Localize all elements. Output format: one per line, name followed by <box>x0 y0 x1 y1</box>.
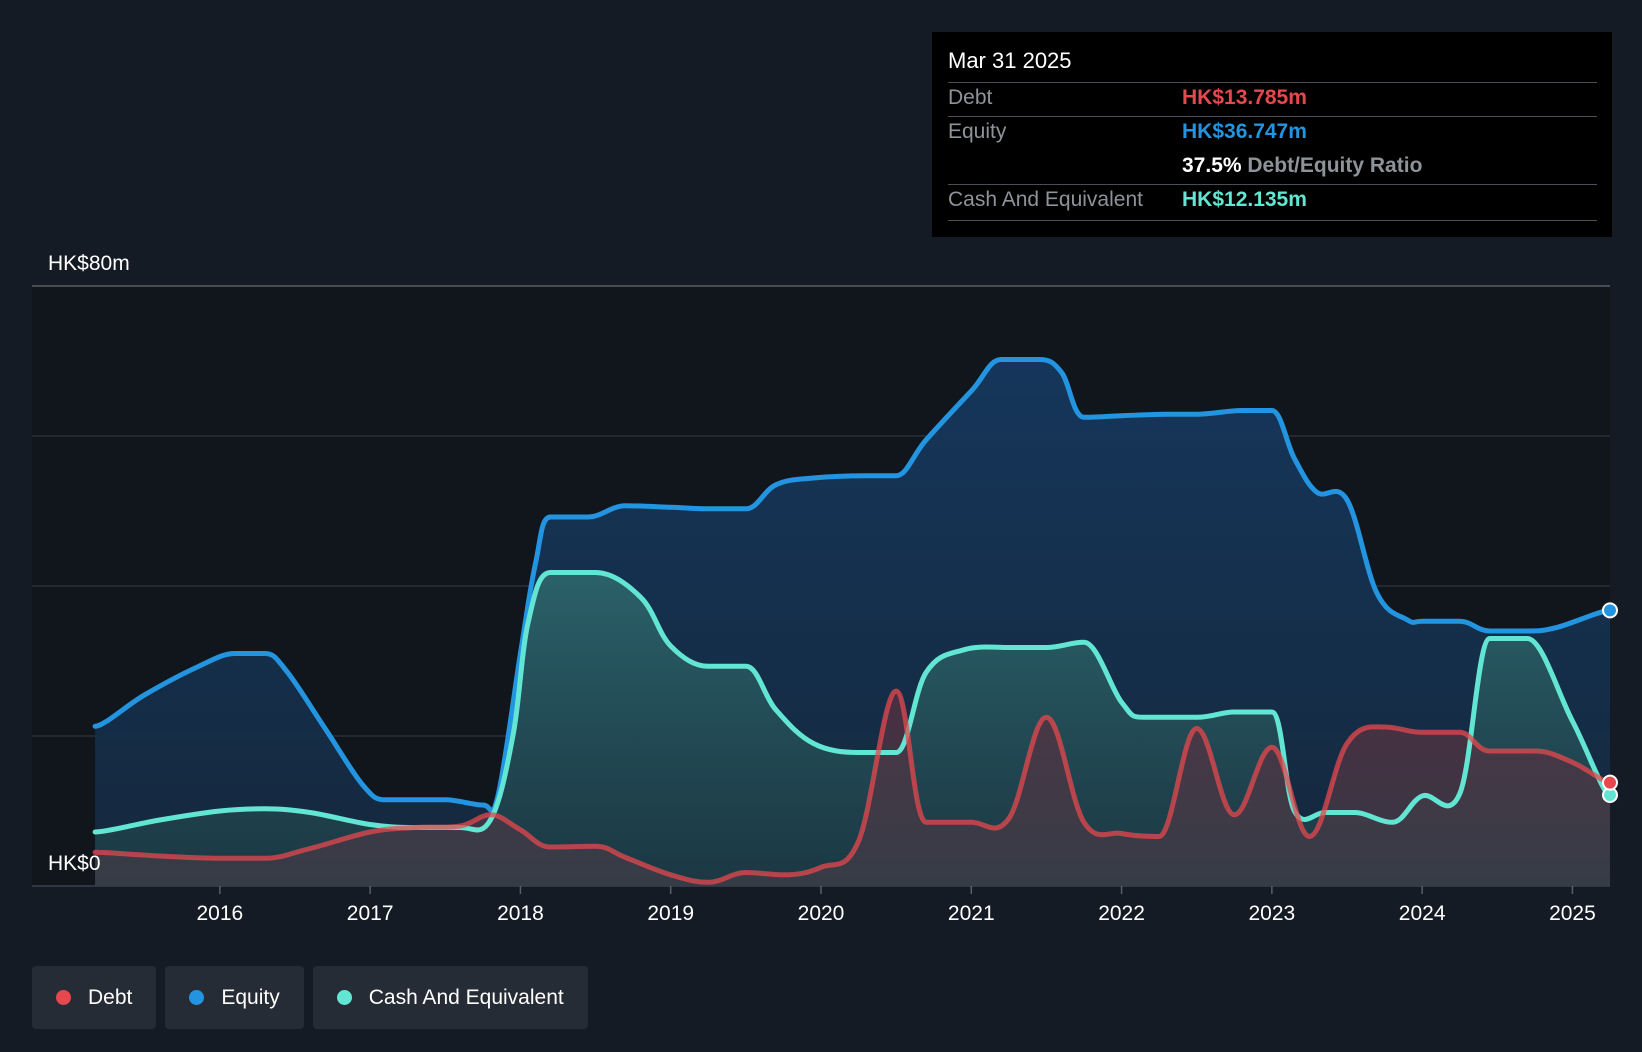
tooltip-debt-value: HK$13.785m <box>1182 86 1307 109</box>
x-tick-label: 2016 <box>196 902 243 925</box>
tooltip-debt-label: Debt <box>948 86 993 109</box>
legend-item-equity[interactable]: Equity <box>165 966 304 1029</box>
x-axis: 2016 2017 2018 2019 2020 2021 2022 2023 2024 2025 <box>196 886 1596 925</box>
series-end-markers <box>1602 602 1618 803</box>
y-axis-top-label: HK$80m <box>48 252 130 275</box>
legend-label-cash: Cash And Equivalent <box>368 985 564 1009</box>
marker-equity <box>1602 602 1618 619</box>
tooltip-cash-value: HK$12.135m <box>1182 188 1307 211</box>
tooltip-date: Mar 31 2025 <box>948 48 1072 73</box>
x-tick-label: 2022 <box>1098 902 1145 925</box>
line-debt <box>92 688 1613 885</box>
legend-dot-cash <box>336 990 352 1005</box>
legend-dot-debt <box>56 990 71 1005</box>
tooltip-divider <box>948 184 1597 185</box>
x-tick-label: 2024 <box>1399 902 1446 925</box>
tooltip-equity-value: HK$36.747m <box>1182 120 1307 143</box>
legend-item-debt[interactable]: Debt <box>32 966 157 1029</box>
y-axis-bottom-label: HK$0 <box>48 852 101 875</box>
tooltip-equity-label: Equity <box>948 120 1007 143</box>
x-tick-label: 2017 <box>347 902 394 925</box>
x-tick-label: 2018 <box>497 902 544 925</box>
legend: Debt Equity Cash And Equivalent <box>32 966 588 1029</box>
x-tick-label: 2019 <box>647 902 694 925</box>
tooltip-divider <box>948 116 1597 117</box>
area-debt <box>95 691 1611 886</box>
x-tick-label: 2023 <box>1248 902 1295 925</box>
tooltip-cash-label: Cash And Equivalent <box>948 188 1143 211</box>
tooltip-ratio-label: Debt/Equity Ratio <box>1247 154 1423 177</box>
legend-label-equity: Equity <box>221 985 280 1009</box>
area-cash-and-equivalent <box>95 572 1611 886</box>
legend-label-debt: Debt <box>88 985 133 1009</box>
marker-debt <box>1602 774 1618 791</box>
x-tick-label: 2025 <box>1549 902 1596 925</box>
tooltip-divider <box>948 82 1597 83</box>
tooltip-ratio: 37.5% Debt/Equity Ratio <box>1182 154 1422 178</box>
line-equity <box>92 356 1613 814</box>
x-tick-label: 2021 <box>948 902 995 925</box>
series-lines <box>92 356 1613 885</box>
tooltip-ratio-value: 37.5% <box>1182 154 1242 177</box>
legend-item-cash[interactable]: Cash And Equivalent <box>312 966 588 1029</box>
series-areas <box>95 359 1611 886</box>
tooltip-panel: Mar 31 2025 Debt HK$13.785m Equity HK$36… <box>932 32 1612 237</box>
legend-dot-equity <box>189 990 205 1005</box>
tooltip-divider <box>948 220 1597 221</box>
x-tick-label: 2020 <box>798 902 845 925</box>
